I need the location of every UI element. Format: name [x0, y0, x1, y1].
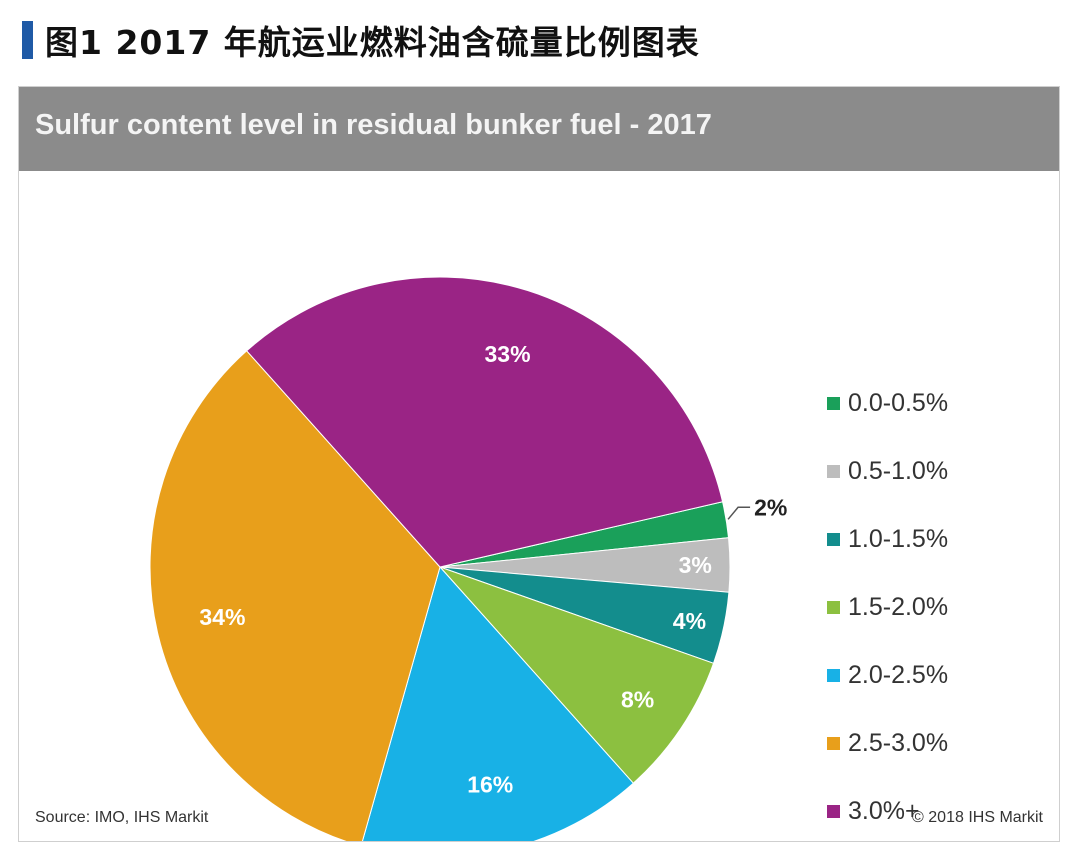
- chart-title: Sulfur content level in residual bunker …: [35, 109, 712, 141]
- slice-label-0.0-0.5%: 2%: [754, 494, 787, 520]
- caption-accent-bar: [22, 21, 33, 59]
- chart-frame: Sulfur content level in residual bunker …: [18, 86, 1060, 842]
- legend-item-2.5-3.0%: 2.5-3.0%: [827, 709, 948, 777]
- legend-swatch: [827, 804, 840, 818]
- legend-label: 1.0-1.5%: [848, 524, 949, 553]
- legend-swatch: [827, 736, 840, 750]
- source-note: Source: IMO, IHS Markit: [35, 809, 209, 826]
- legend-swatch: [827, 396, 840, 410]
- legend-label: 3.0%+: [848, 796, 920, 825]
- slice-label-1.5-2.0%: 8%: [621, 686, 654, 712]
- legend-label: 0.5-1.0%: [848, 456, 949, 485]
- figure-caption: 图1 2017 年航运业燃料油含硫量比例图表: [22, 18, 700, 62]
- pie-slice-2.0-2.5%: [361, 565, 635, 841]
- slice-label-2.5-3.0%: 34%: [199, 604, 245, 630]
- legend-label: 2.5-3.0%: [848, 728, 949, 757]
- legend-item-3.0%+: 3.0%+: [827, 777, 948, 845]
- slice-label-0.5-1.0%: 3%: [679, 552, 712, 578]
- chart-header: Sulfur content level in residual bunker …: [19, 87, 1059, 171]
- pie-slice-3.0%+: [245, 276, 724, 568]
- chart-body: 2% 3% 4% 8% 16% 34% 33% 0.0-0.5% 0.5-1.0% 1.0-1.…: [19, 171, 1059, 841]
- legend-item-1.5-2.0%: 1.5-2.0%: [827, 573, 948, 641]
- pie-chart: 2% 3% 4% 8% 16% 34% 33%: [149, 276, 787, 841]
- legend-label: 1.5-2.0%: [848, 592, 949, 621]
- legend-item-2.0-2.5%: 2.0-2.5%: [827, 641, 948, 709]
- legend-item-0.5-1.0%: 0.5-1.0%: [827, 437, 948, 505]
- legend-item-1.0-1.5%: 1.0-1.5%: [827, 505, 948, 573]
- legend: 0.0-0.5% 0.5-1.0% 1.0-1.5% 1.5-2.0% 2.0-2.5%…: [827, 369, 948, 845]
- leader-line-0.0-0.5%: [727, 506, 751, 520]
- pie-slice-1.5-2.0%: [439, 566, 715, 784]
- legend-swatch: [827, 600, 840, 614]
- legend-label: 0.0-0.5%: [848, 388, 949, 417]
- legend-label: 2.0-2.5%: [848, 660, 949, 689]
- legend-swatch: [827, 464, 840, 478]
- pie-slice-2.5-3.0%: [149, 350, 441, 841]
- legend-swatch: [827, 532, 840, 546]
- caption-text: 图1 2017 年航运业燃料油含硫量比例图表: [45, 23, 700, 62]
- slice-label-3.0%+: 33%: [484, 341, 530, 367]
- slice-label-2.0-2.5%: 16%: [467, 772, 513, 798]
- slice-label-1.0-1.5%: 4%: [673, 608, 706, 634]
- legend-item-0.0-0.5%: 0.0-0.5%: [827, 369, 948, 437]
- legend-swatch: [827, 668, 840, 682]
- copyright-note: © 2018 IHS Markit: [912, 809, 1043, 826]
